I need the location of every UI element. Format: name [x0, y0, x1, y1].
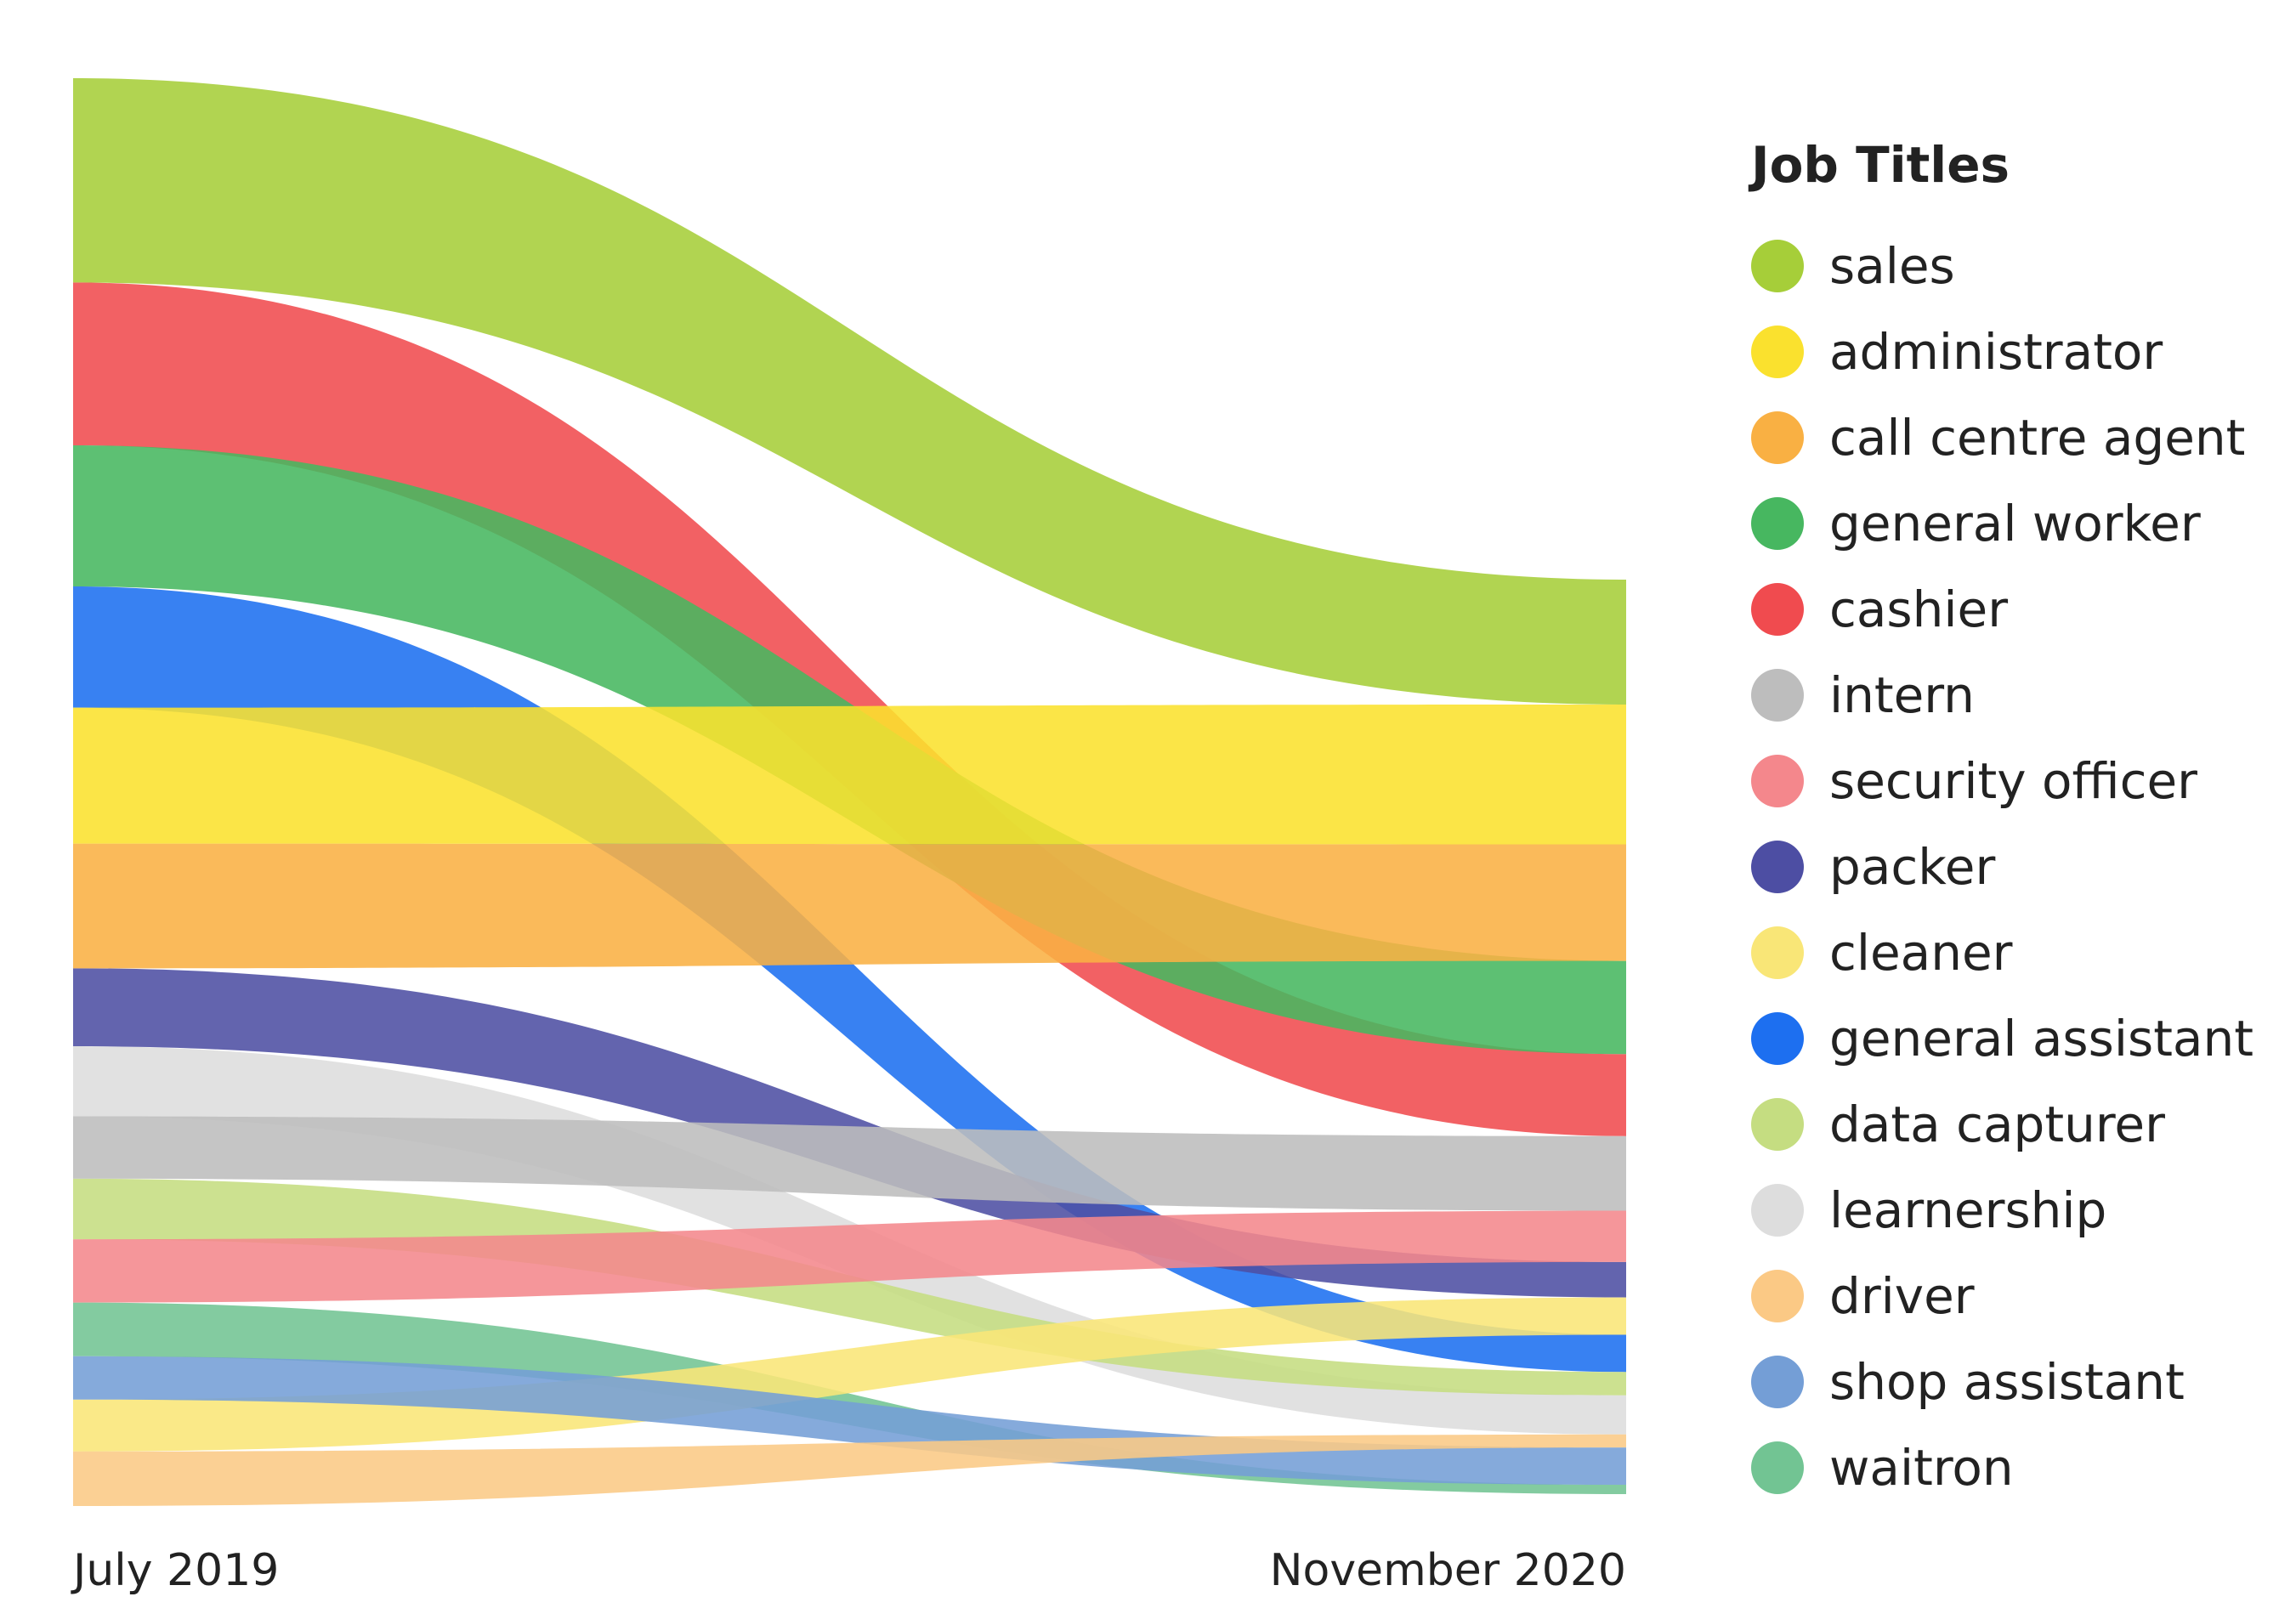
legend-label-packer: packer: [1829, 837, 1996, 896]
flow-call-centre-agent: [73, 843, 1626, 969]
legend-item-security-officer: security officer: [1751, 738, 2253, 824]
legend-label-waitron: waitron: [1829, 1438, 2014, 1497]
legend-item-intern: intern: [1751, 652, 2253, 738]
flow-cleaner: [73, 1297, 1626, 1452]
legend-title: Job Titles: [1751, 136, 2010, 194]
legend-swatch-learnership: [1751, 1183, 1804, 1237]
legend-item-cleaner: cleaner: [1751, 909, 2253, 995]
flow-administrator: [73, 704, 1626, 845]
legend-label-cashier: cashier: [1829, 580, 2009, 638]
legend-label-data-capturer: data capturer: [1829, 1095, 2165, 1153]
legend-swatch-driver: [1751, 1269, 1804, 1322]
legend-label-shop-assistant: shop assistant: [1829, 1352, 2185, 1411]
legend-item-administrator: administrator: [1751, 309, 2253, 394]
legend-items: sales administrator call centre agent gener…: [1751, 223, 2253, 1510]
flow-intern: [73, 1116, 1626, 1211]
legend-item-waitron: waitron: [1751, 1424, 2253, 1510]
legend-swatch-administrator: [1751, 325, 1804, 378]
legend-swatch-general-assistant: [1751, 1011, 1804, 1065]
legend-swatch-general-worker: [1751, 496, 1804, 550]
legend-item-sales: sales: [1751, 223, 2253, 309]
flow-waitron: [73, 1302, 1626, 1494]
legend-label-security-officer: security officer: [1829, 751, 2197, 810]
legend-item-packer: packer: [1751, 824, 2253, 909]
legend-swatch-security-officer: [1751, 754, 1804, 807]
legend-label-administrator: administrator: [1829, 322, 2163, 381]
flow-driver: [73, 1434, 1626, 1506]
legend-swatch-cleaner: [1751, 926, 1804, 979]
legend-label-learnership: learnership: [1829, 1181, 2107, 1239]
legend-item-general-assistant: general assistant: [1751, 995, 2253, 1081]
legend-item-learnership: learnership: [1751, 1167, 2253, 1253]
legend-item-data-capturer: data capturer: [1751, 1081, 2253, 1167]
legend-swatch-sales: [1751, 239, 1804, 292]
legend-item-shop-assistant: shop assistant: [1751, 1339, 2253, 1424]
legend-swatch-shop-assistant: [1751, 1355, 1804, 1408]
legend-swatch-packer: [1751, 840, 1804, 893]
legend-label-sales: sales: [1829, 236, 1955, 295]
legend-label-driver: driver: [1829, 1266, 1975, 1325]
stage-label-start: July 2019: [73, 1545, 280, 1596]
flow-security-officer: [73, 1210, 1626, 1303]
legend-item-general-worker: general worker: [1751, 480, 2253, 566]
legend-label-general-worker: general worker: [1829, 494, 2201, 552]
flow-data-capturer: [73, 1178, 1626, 1396]
legend-label-intern: intern: [1829, 665, 1975, 724]
legend-swatch-waitron: [1751, 1441, 1804, 1494]
legend-swatch-call-centre-agent: [1751, 410, 1804, 464]
legend-label-cleaner: cleaner: [1829, 923, 2013, 982]
flow-sales: [73, 78, 1626, 705]
legend-swatch-cashier: [1751, 582, 1804, 636]
legend-label-call-centre-agent: call centre agent: [1829, 408, 2246, 467]
legend-swatch-data-capturer: [1751, 1097, 1804, 1151]
legend-swatch-intern: [1751, 668, 1804, 722]
legend-item-cashier: cashier: [1751, 566, 2253, 652]
legend-item-driver: driver: [1751, 1253, 2253, 1339]
legend-item-call-centre-agent: call centre agent: [1751, 394, 2253, 480]
flow-general-assistant: [73, 586, 1626, 1373]
legend: Job Titles sales administrator call centre…: [1751, 136, 2253, 1510]
legend-label-general-assistant: general assistant: [1829, 1009, 2253, 1067]
stage-label-end: November 2020: [1269, 1545, 1626, 1596]
